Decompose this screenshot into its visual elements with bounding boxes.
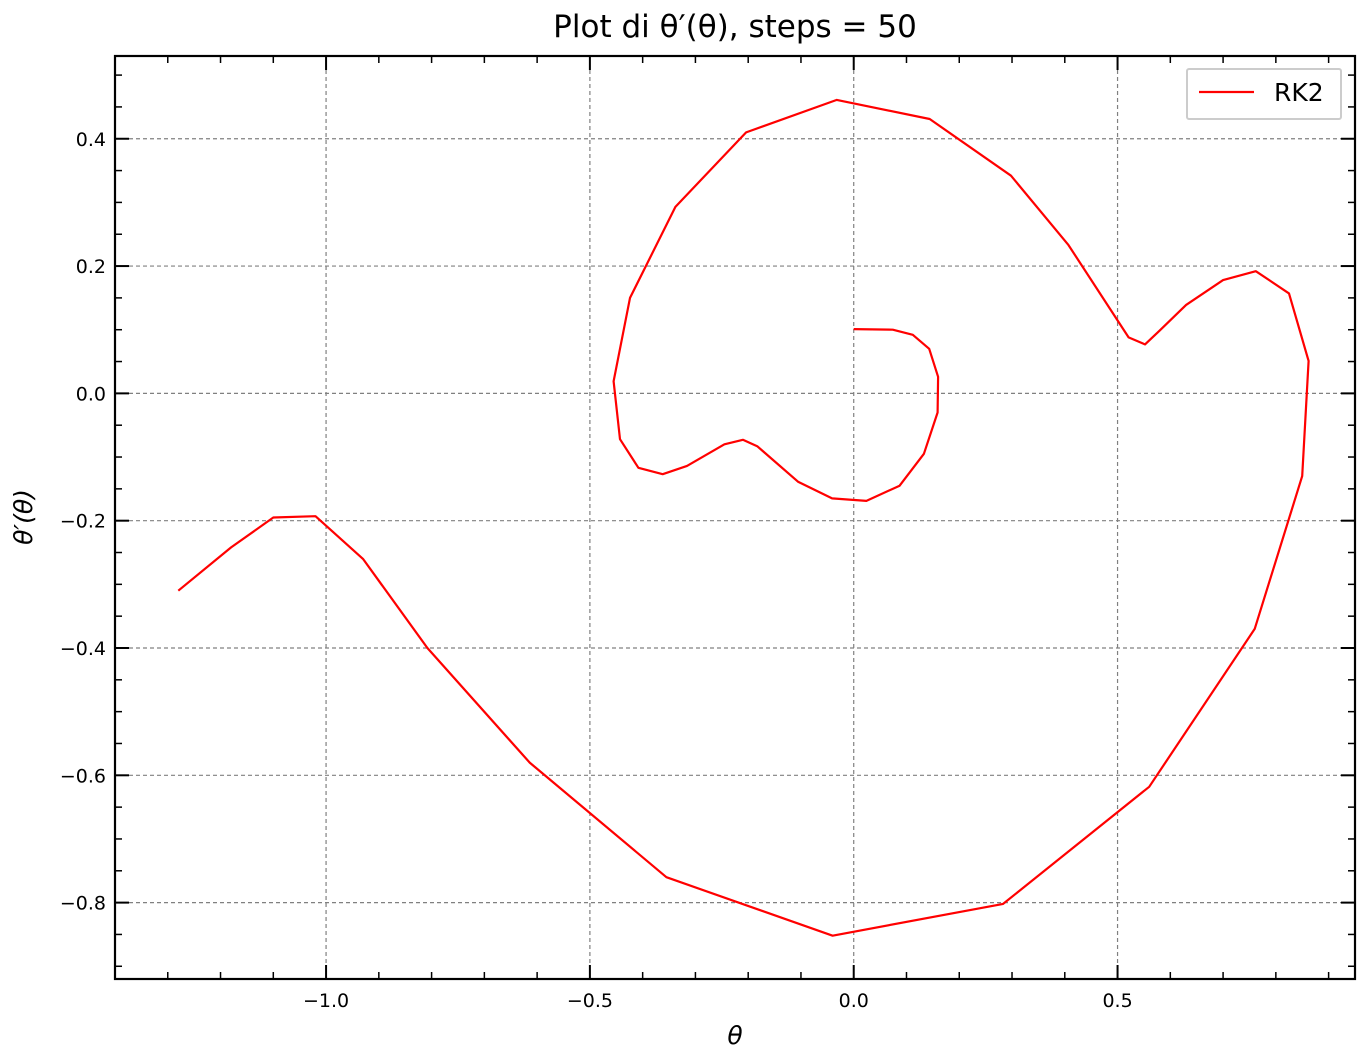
series-layer — [177, 98, 1310, 937]
series-line-rk2 — [177, 98, 1310, 937]
y-axis-label: θ′(θ) — [9, 489, 38, 545]
plot-frame — [113, 54, 1357, 981]
ticks — [115, 56, 1355, 979]
x-tick-label: 0.5 — [1102, 990, 1132, 1012]
legend: RK2 — [1186, 68, 1342, 120]
y-tick-label: −0.8 — [60, 893, 106, 915]
y-tick-label: 0.4 — [76, 129, 106, 151]
x-axis-label: θ — [727, 1021, 742, 1050]
y-tick-label: −0.6 — [60, 765, 106, 787]
y-tick-label: −0.2 — [60, 511, 106, 533]
legend-box — [1186, 68, 1342, 120]
y-tick-label: 0.0 — [76, 383, 106, 405]
y-tick-label: −0.4 — [60, 638, 106, 660]
x-tick-label: 0.0 — [839, 990, 869, 1012]
legend-label-rk2: RK2 — [1274, 78, 1324, 107]
x-tick-label: −0.5 — [567, 990, 613, 1012]
chart-title: Plot di θ′(θ), steps = 50 — [553, 9, 917, 45]
x-tick-label: −1.0 — [303, 990, 349, 1012]
y-tick-label: 0.2 — [76, 256, 106, 278]
tick-labels: −1.0 −0.5 0.0 0.5 0.4 0.2 0.0 −0.2 −0.4 −0.6 −0.8 — [60, 129, 1133, 1012]
